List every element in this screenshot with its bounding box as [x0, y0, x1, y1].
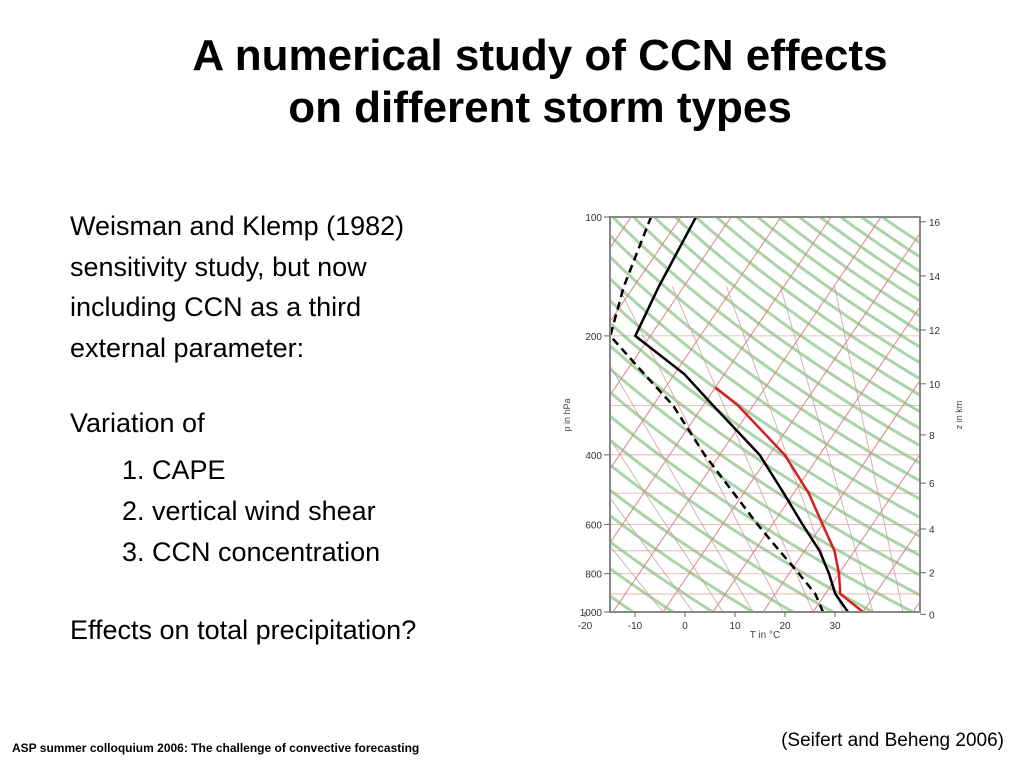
- temperature-tick-label: 0: [682, 621, 688, 632]
- pressure-tick-label: 400: [585, 451, 602, 462]
- dry-adiabat-line: [610, 276, 920, 501]
- dry-adiabat-line: [859, 217, 920, 259]
- dry-adiabat-line: [610, 298, 920, 520]
- intro-line-1: Weisman and Klemp (1982): [70, 211, 405, 241]
- y-axis-label-right: z in km: [954, 401, 964, 430]
- moist-adiabat-line: [834, 286, 904, 612]
- question-text: Effects on total precipitation?: [70, 615, 417, 645]
- dry-adiabat-line: [610, 414, 917, 612]
- dry-adiabat-line: [610, 566, 676, 612]
- diagram-grid: [550, 205, 920, 620]
- isotherm-line: [762, 379, 920, 612]
- x-axis-label: T in °C: [750, 630, 781, 641]
- pressure-tick-label: 600: [585, 520, 602, 531]
- slide-title: A numerical study of CCN effects on diff…: [100, 30, 980, 134]
- pressure-tick-label: 1000: [580, 608, 603, 619]
- variation-list: 1. CAPE 2. vertical wind shear 3. CCN co…: [122, 450, 380, 573]
- dry-adiabat-line: [672, 217, 920, 397]
- intro-line-2: sensitivity study, but now: [70, 251, 367, 282]
- dry-adiabat-line: [610, 438, 877, 612]
- height-tick-label: 12: [929, 326, 941, 337]
- height-tick-label: 4: [929, 525, 935, 536]
- profile-series-2: [714, 386, 864, 612]
- pressure-tick-label: 200: [585, 332, 602, 343]
- profile-series-0: [633, 217, 850, 612]
- height-tick-label: 6: [929, 479, 935, 490]
- dry-adiabat-line: [610, 217, 920, 448]
- temperature-tick-label: -20: [578, 621, 593, 632]
- dry-adiabat-line: [610, 343, 920, 558]
- isotherm-line: [862, 527, 920, 612]
- skew-t-diagram: 100 200 400 600 800 1000 0 2 4 6 8 10 12 14 16 -20 -10 0 1…: [550, 205, 964, 641]
- dry-adiabat-line: [693, 217, 920, 381]
- height-tick-label: 0: [929, 610, 935, 621]
- y-axis-label-left: p in hPa: [562, 398, 572, 431]
- dry-adiabat-line: [610, 390, 920, 597]
- variation-item-cape: 1. CAPE: [122, 455, 226, 485]
- isotherm-line: [610, 217, 782, 470]
- dry-adiabat-line: [610, 254, 920, 483]
- variation-heading: Variation of: [70, 408, 205, 438]
- temperature-tick-label: -10: [628, 621, 643, 632]
- dry-adiabat-line: [610, 488, 796, 612]
- title-line-2: on different storm types: [288, 83, 792, 132]
- height-tick-label: 8: [929, 431, 935, 442]
- diagram-axes: 100 200 400 600 800 1000 0 2 4 6 8 10 12 14 16 -20 -10 0 1…: [578, 213, 941, 632]
- intro-line-4: external parameter:: [70, 332, 305, 363]
- isotherm-line: [610, 217, 732, 397]
- footer-text: ASP summer colloquium 2006: The challeng…: [12, 741, 420, 755]
- isotherm-line: [610, 217, 832, 544]
- height-tick-label: 14: [929, 272, 941, 283]
- pressure-tick-label: 800: [585, 570, 602, 581]
- height-tick-label: 2: [929, 569, 935, 580]
- dry-adiabat-line: [610, 233, 920, 465]
- title-line-1: A numerical study of CCN effects: [192, 31, 888, 80]
- isotherm-line: [662, 232, 920, 612]
- dry-adiabat-line: [550, 205, 605, 620]
- isotherm-line: [612, 217, 882, 612]
- isotherm-line: [610, 217, 682, 323]
- dry-adiabat-line: [610, 513, 756, 612]
- profile-series-1: [610, 217, 825, 612]
- citation: (Seifert and Beheng 2006): [781, 730, 1004, 751]
- isotherm-line: [712, 306, 920, 612]
- profile-lines: [610, 217, 864, 612]
- variation-item-shear: 2. vertical wind shear: [122, 496, 376, 526]
- dry-adiabat-line: [652, 217, 920, 414]
- plot-frame: [609, 216, 921, 613]
- temperature-tick-label: 10: [729, 621, 741, 632]
- pressure-tick-label: 100: [585, 213, 602, 224]
- variation-item-ccn: 3. CCN concentration: [122, 537, 381, 567]
- intro-text: Weisman and Klemp (1982) sensitivity stu…: [70, 206, 540, 368]
- dry-adiabat-line: [610, 539, 716, 612]
- intro-line-3: including CCN as a third: [70, 292, 362, 322]
- temperature-tick-label: 20: [779, 621, 791, 632]
- temperature-tick-label: 30: [829, 621, 841, 632]
- dry-adiabat-line: [610, 366, 920, 577]
- height-tick-label: 16: [929, 218, 941, 229]
- dry-adiabat-line: [610, 321, 920, 539]
- dry-adiabat-line: [631, 217, 920, 431]
- height-tick-label: 10: [929, 380, 941, 391]
